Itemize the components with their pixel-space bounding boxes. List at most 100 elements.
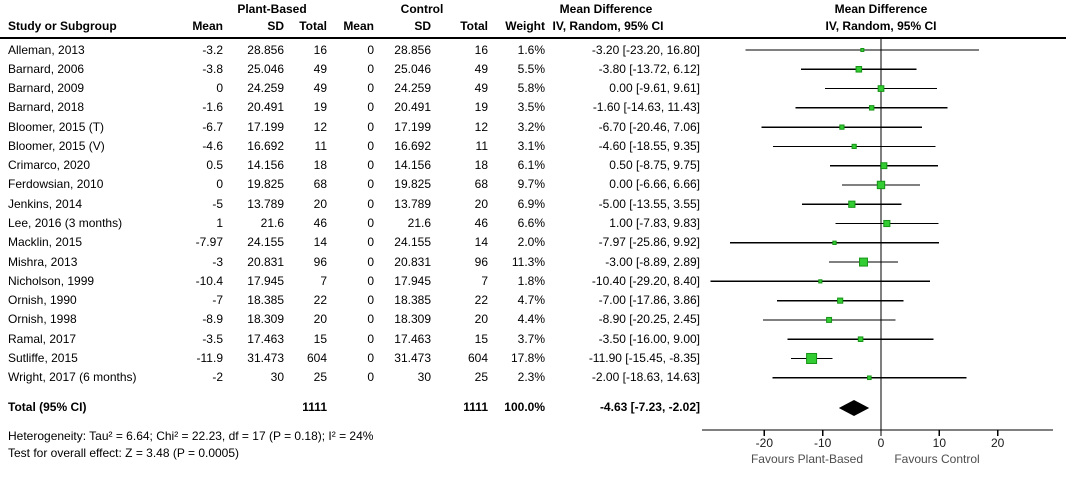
mean-cell: -8.9: [202, 312, 223, 327]
control-mean-cell: 0: [367, 81, 374, 96]
md-ci-cell: 0.50 [-8.75, 9.75]: [609, 158, 700, 173]
control-total-cell: 46: [474, 216, 488, 231]
total-label: Total (95% CI): [8, 400, 87, 414]
effect-marker: [867, 375, 872, 381]
sd-cell: 31.473: [247, 350, 284, 365]
effect-marker: [857, 336, 864, 342]
effect-marker: [837, 297, 844, 304]
axis-tick-label: 10: [932, 436, 947, 450]
md-ci-cell: -1.60 [-14.63, 11.43]: [592, 100, 700, 115]
sd-cell: 21.6: [260, 216, 284, 231]
control-total-cell: 7: [481, 273, 488, 288]
col-header-ci-text: IV, Random, 95% CI: [552, 19, 664, 33]
mean-cell: 1: [216, 216, 223, 231]
control-mean-cell: 0: [367, 350, 374, 365]
control-sd-cell: 17.463: [394, 331, 431, 346]
effect-marker: [818, 279, 823, 284]
control-mean-cell: 0: [367, 216, 374, 231]
control-mean-cell: 0: [367, 254, 374, 269]
md-ci-cell: -3.50 [-16.00, 9.00]: [598, 331, 700, 346]
heterogeneity-stats: Heterogeneity: Tau² = 6.64; Chi² = 22.23…: [8, 429, 374, 443]
weight-cell: 17.8%: [510, 350, 545, 365]
weight-cell: 3.1%: [517, 138, 545, 153]
group-header-plant-based: Plant-Based: [237, 2, 307, 16]
md-ci-cell: -4.60 [-18.55, 9.35]: [598, 138, 700, 153]
total-cell: 12: [313, 119, 327, 134]
total-cell: 15: [313, 331, 327, 346]
weight-cell: 6.6%: [517, 216, 545, 231]
md-ci-cell: 0.00 [-9.61, 9.61]: [609, 81, 700, 96]
sd-cell: 17.199: [247, 119, 284, 134]
control-mean-cell: 0: [367, 158, 374, 173]
effect-marker: [883, 219, 891, 228]
study-name-cell: Nicholson, 1999: [8, 273, 95, 288]
sd-cell: 25.046: [247, 61, 284, 76]
total-cell: 11: [314, 138, 327, 153]
total-cell: 46: [313, 216, 327, 231]
weight-cell: 5.8%: [517, 81, 545, 96]
study-name-cell: Bloomer, 2015 (T): [8, 119, 105, 134]
total-cell: 20: [313, 312, 327, 327]
sd-cell: 20.491: [247, 100, 284, 115]
weight-cell: 5.5%: [517, 61, 545, 76]
total-n-control: 1111: [463, 400, 488, 414]
effect-marker: [848, 200, 856, 208]
study-name-cell: Sutliffe, 2015: [8, 350, 78, 365]
control-mean-cell: 0: [367, 196, 374, 211]
control-total-cell: 49: [474, 61, 488, 76]
mean-cell: -1.6: [202, 100, 223, 115]
col-header-sd: SD: [267, 19, 284, 33]
sd-cell: 18.309: [247, 312, 284, 327]
weight-cell: 3.7%: [517, 331, 545, 346]
control-mean-cell: 0: [367, 42, 374, 57]
total-n-plant: 1111: [302, 400, 327, 414]
study-name-cell: Lee, 2016 (3 months): [8, 216, 123, 231]
control-mean-cell: 0: [367, 235, 374, 250]
study-name-cell: Ornish, 1998: [8, 312, 77, 327]
total-cell: 68: [313, 177, 327, 192]
axis-tick-label: -20: [755, 436, 773, 450]
control-mean-cell: 0: [367, 100, 374, 115]
weight-cell: 6.1%: [517, 158, 545, 173]
sd-cell: 16.692: [247, 138, 284, 153]
control-total-cell: 20: [474, 196, 488, 211]
control-total-cell: 68: [474, 177, 488, 192]
mean-cell: -4.6: [202, 138, 223, 153]
study-name-cell: Ramal, 2017: [8, 331, 77, 346]
col-header-mean: Mean: [192, 19, 223, 33]
control-mean-cell: 0: [367, 331, 374, 346]
weight-cell: 9.7%: [517, 177, 545, 192]
control-sd-cell: 20.491: [394, 100, 431, 115]
control-total-cell: 96: [474, 254, 488, 269]
study-name-cell: Wright, 2017 (6 months): [8, 370, 137, 385]
total-cell: 14: [313, 235, 327, 250]
sd-cell: 18.385: [247, 293, 284, 308]
control-sd-cell: 20.831: [394, 254, 431, 269]
mean-cell: -6.7: [202, 119, 223, 134]
effect-marker: [876, 180, 886, 190]
mean-cell: -3.2: [202, 42, 223, 57]
control-mean-cell: 0: [367, 312, 374, 327]
sd-cell: 19.825: [247, 177, 284, 192]
control-total-cell: 12: [474, 119, 488, 134]
total-cell: 16: [313, 42, 327, 57]
effect-marker: [868, 105, 875, 111]
total-cell: 20: [313, 196, 327, 211]
control-sd-cell: 24.259: [394, 81, 431, 96]
md-ci-cell: -7.97 [-25.86, 9.92]: [598, 235, 700, 250]
control-sd-cell: 30: [417, 370, 431, 385]
total-cell: 19: [313, 100, 327, 115]
weight-cell: 11.3%: [511, 254, 545, 269]
total-cell: 96: [313, 254, 327, 269]
study-name-cell: Barnard, 2009: [8, 81, 85, 96]
group-header-mean-difference-plot: Mean Difference: [834, 2, 928, 16]
control-sd-cell: 17.199: [394, 119, 431, 134]
effect-marker: [832, 240, 837, 245]
col-header-ci-plot: IV, Random, 95% CI: [825, 19, 937, 33]
total-cell: 49: [313, 61, 327, 76]
sd-cell: 14.156: [247, 158, 284, 173]
total-weight: 100.0%: [504, 400, 545, 414]
control-total-cell: 19: [474, 100, 488, 115]
control-sd-cell: 25.046: [394, 61, 431, 76]
effect-marker: [880, 162, 888, 170]
